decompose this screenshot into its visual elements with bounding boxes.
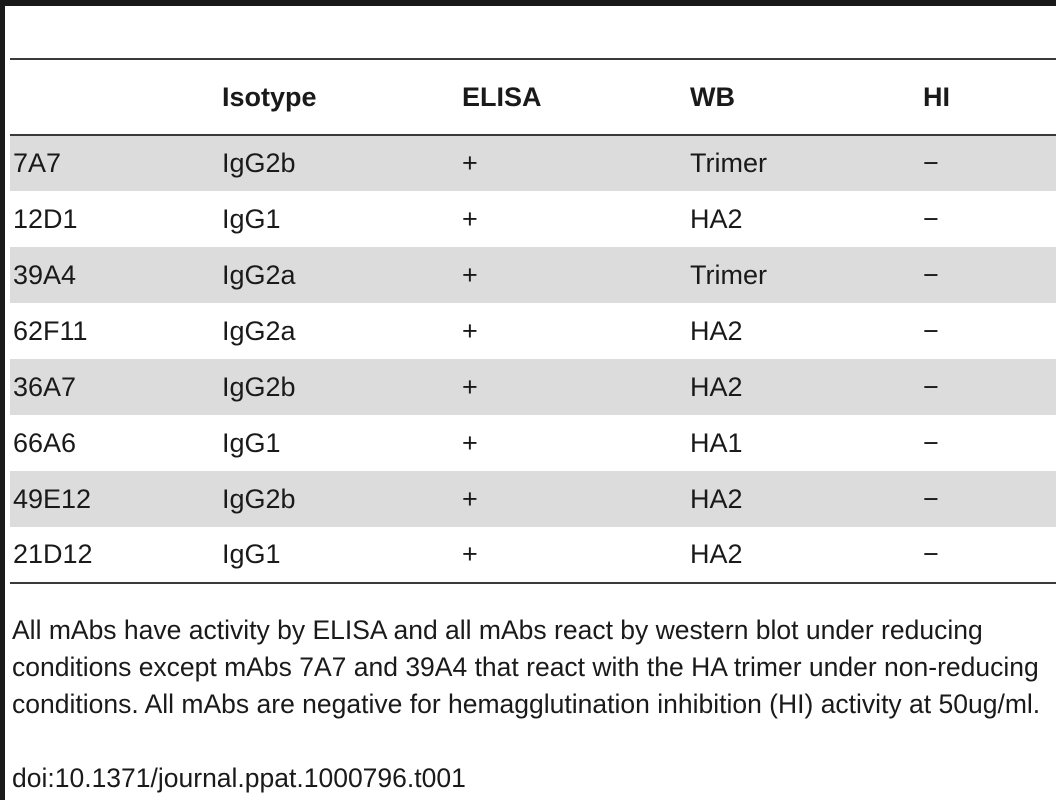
cell-hi: − [920,527,1056,584]
cell-elisa: + [462,203,478,234]
cell-isotype: IgG2b [219,471,459,527]
header-wb: WB [687,58,920,136]
cell-elisa: + [459,359,687,415]
table-body: 7A7 IgG2b + Trimer − 12D1 IgG1 + HA2 − 3… [10,135,1056,584]
cell-mab-id: 66A6 [13,427,77,458]
cell-elisa: + [459,135,687,191]
cell-wb: HA2 [687,471,920,527]
cell-wb: HA2 [690,203,743,234]
table-row: 21D12 IgG1 + HA2 − [10,527,1056,584]
cell-isotype: IgG2a [222,315,296,346]
cell-hi: − [920,471,1056,527]
cell-hi: − [923,203,939,234]
top-border-bar [0,0,1056,6]
table-row: 62F11 IgG2a + HA2 − [10,303,1056,359]
header-hi: HI [920,58,1056,136]
header-mab [10,58,219,136]
cell-elisa: + [462,315,478,346]
table-row: 39A4 IgG2a + Trimer − [10,247,1056,303]
cell-wb: HA1 [690,427,743,458]
table-footnote: All mAbs have activity by ELISA and all … [12,615,1041,719]
cell-mab-id: 39A4 [10,247,219,303]
cell-mab-id: 62F11 [13,315,88,346]
header-row: Isotype ELISA WB HI [10,58,1056,136]
left-border-rule [0,0,5,800]
cell-mab-id: 7A7 [10,135,219,191]
cell-hi: − [920,359,1056,415]
cell-hi: − [920,247,1056,303]
table-row: 66A6 IgG1 + HA1 − [10,415,1056,471]
header-elisa: ELISA [459,58,687,136]
cell-wb: Trimer [687,135,920,191]
table-row: 36A7 IgG2b + HA2 − [10,359,1056,415]
cell-wb: HA2 [687,359,920,415]
cell-elisa: + [462,427,478,458]
table-row: 12D1 IgG1 + HA2 − [10,191,1056,247]
cell-isotype: IgG2b [219,359,459,415]
cell-elisa: + [459,471,687,527]
cell-isotype: IgG1 [222,427,281,458]
table-row: 7A7 IgG2b + Trimer − [10,135,1056,191]
cell-wb: Trimer [687,247,920,303]
cell-hi: − [920,135,1056,191]
table-header: Isotype ELISA WB HI [10,58,1056,136]
antibody-table: Isotype ELISA WB HI 7A7 IgG2b + Trimer −… [10,58,1056,584]
cell-isotype: IgG2b [219,135,459,191]
header-isotype: Isotype [219,58,459,136]
table-row: 49E12 IgG2b + HA2 − [10,471,1056,527]
cell-elisa: + [459,527,687,584]
table-container: Isotype ELISA WB HI 7A7 IgG2b + Trimer −… [10,58,1056,584]
cell-mab-id: 36A7 [10,359,219,415]
cell-wb: HA2 [690,315,743,346]
cell-elisa: + [459,247,687,303]
cell-mab-id: 21D12 [10,527,219,584]
doi-link-text: doi:10.1371/journal.ppat.1000796.t001 [12,763,466,793]
cell-isotype: IgG1 [219,527,459,584]
cell-mab-id: 49E12 [10,471,219,527]
cell-isotype: IgG2a [219,247,459,303]
cell-hi: − [923,427,939,458]
cell-hi: − [923,315,939,346]
cell-wb: HA2 [687,527,920,584]
cell-isotype: IgG1 [222,203,281,234]
cell-mab-id: 12D1 [13,203,78,234]
